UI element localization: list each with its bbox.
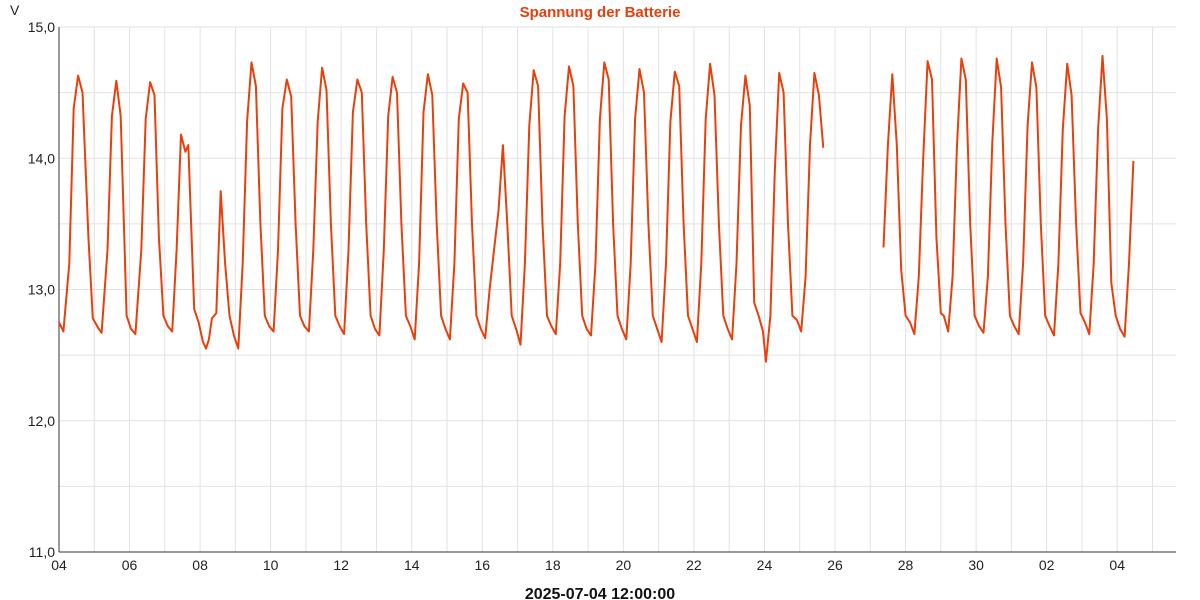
x-tick-label: 18: [545, 557, 561, 573]
x-tick-label: 26: [827, 557, 843, 573]
x-tick-label: 14: [404, 557, 420, 573]
y-tick-label: 15,0: [28, 19, 55, 35]
x-tick-label: 30: [968, 557, 984, 573]
x-tick-label: 04: [51, 557, 67, 573]
x-tick-label: 20: [616, 557, 632, 573]
grid-lines: [58, 26, 1176, 553]
x-tick-label: 10: [263, 557, 279, 573]
x-tick-label: 06: [122, 557, 138, 573]
series-lines: [58, 54, 1135, 363]
y-tick-label: 11,0: [29, 544, 55, 560]
voltage-series-line: [58, 61, 825, 363]
chart-title: Spannung der Batterie: [520, 4, 681, 21]
voltage-series-line: [882, 54, 1135, 338]
y-tick-label: 12,0: [28, 413, 55, 429]
x-tick-label: 08: [192, 557, 208, 573]
axis-ticks: 15,014,013,012,011,004 06 08 10 12 14 16 18 20 22…: [28, 19, 1125, 573]
x-tick-label: 04: [1109, 557, 1125, 573]
x-axis-caption: 2025-07-04 12:00:00: [525, 586, 675, 600]
x-tick-label: 02: [1039, 557, 1055, 573]
y-tick-label: 14,0: [28, 150, 55, 166]
x-tick-label: 12: [333, 557, 349, 573]
x-tick-label: 22: [686, 557, 702, 573]
x-tick-label: 28: [898, 557, 914, 573]
x-tick-label: 16: [474, 557, 490, 573]
x-tick-label: 24: [757, 557, 773, 573]
y-tick-label: 13,0: [28, 282, 55, 298]
y-axis-unit-label: V: [10, 2, 20, 18]
